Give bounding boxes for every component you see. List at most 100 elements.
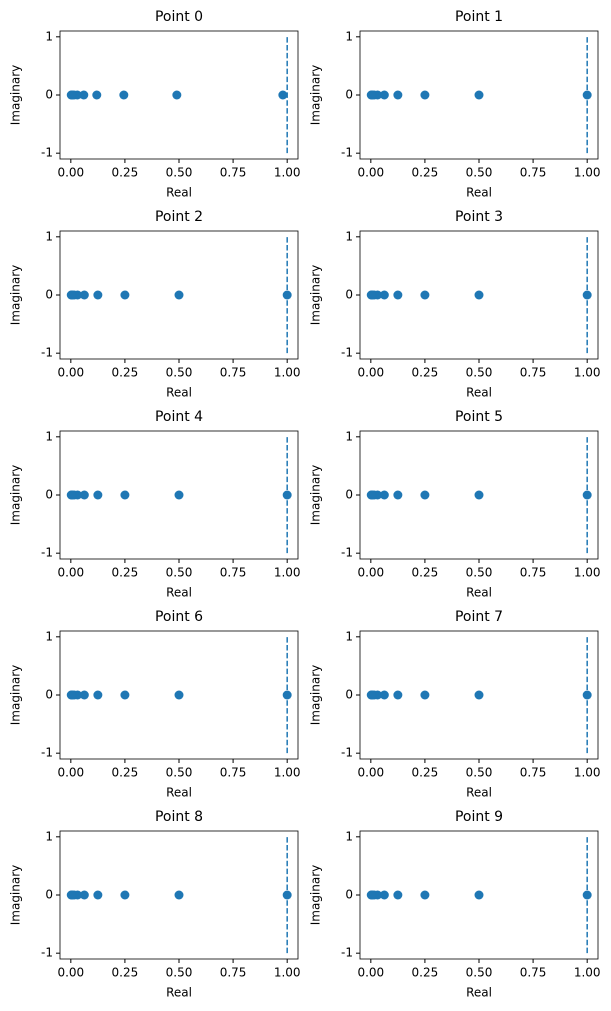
x-tick-label: 0.50 bbox=[166, 766, 193, 780]
scatter-point bbox=[420, 490, 430, 500]
scatter-point bbox=[474, 890, 484, 900]
x-tick-label: 0.50 bbox=[166, 566, 193, 580]
scatter-point bbox=[582, 90, 592, 100]
scatter-point bbox=[393, 890, 403, 900]
x-tick-label: 0.75 bbox=[220, 966, 247, 980]
axes-frame bbox=[359, 30, 599, 160]
x-tick-label: 0.00 bbox=[357, 766, 384, 780]
scatter-point bbox=[282, 690, 292, 700]
scatter-point bbox=[282, 290, 292, 300]
scatter-point bbox=[79, 890, 89, 900]
scatter-point bbox=[66, 490, 76, 500]
scatter-point bbox=[393, 690, 403, 700]
x-tick-label: 0.00 bbox=[357, 966, 384, 980]
subplot-title: Point 6 bbox=[155, 609, 203, 625]
subplot: Point 2 Real Imaginary 0.00 0.25 0.50 0.75 1.00… bbox=[9, 209, 301, 400]
scatter-point bbox=[379, 890, 389, 900]
scatter-point bbox=[379, 490, 389, 500]
y-tick-label: -1 bbox=[41, 546, 53, 560]
axes-frame bbox=[359, 830, 599, 960]
scatter-point bbox=[79, 290, 89, 300]
y-tick-label: 1 bbox=[45, 429, 53, 443]
x-tick-label: 0.50 bbox=[466, 966, 493, 980]
y-tick-label: 1 bbox=[45, 829, 53, 843]
x-tick-label: 0.25 bbox=[112, 566, 139, 580]
scatter-point bbox=[474, 290, 484, 300]
x-tick-label: 0.00 bbox=[57, 566, 84, 580]
axes-frame bbox=[359, 630, 599, 760]
y-tick-label: 0 bbox=[45, 288, 53, 302]
x-tick-label: 0.75 bbox=[220, 166, 247, 180]
scatter-point bbox=[119, 90, 129, 100]
x-axis-label: Real bbox=[466, 386, 492, 400]
scatter-point bbox=[174, 690, 184, 700]
x-tick-label: 0.50 bbox=[466, 366, 493, 380]
scatter-point bbox=[278, 90, 288, 100]
x-tick-label: 1.00 bbox=[274, 166, 301, 180]
x-tick-label: 0.75 bbox=[520, 566, 547, 580]
y-axis-label: Imaginary bbox=[309, 465, 323, 526]
scatter-point bbox=[366, 290, 376, 300]
y-tick-label: 0 bbox=[345, 88, 353, 102]
y-tick-label: -1 bbox=[41, 946, 53, 960]
x-tick-label: 0.75 bbox=[220, 366, 247, 380]
x-tick-label: 0.00 bbox=[57, 766, 84, 780]
x-tick-label: 0.50 bbox=[166, 166, 193, 180]
y-tick-label: 0 bbox=[45, 488, 53, 502]
y-tick-label: -1 bbox=[341, 946, 353, 960]
subplot: Point 5 Real Imaginary 0.00 0.25 0.50 0.75 1.00… bbox=[309, 409, 601, 600]
x-tick-label: 0.25 bbox=[412, 766, 439, 780]
y-tick-label: 0 bbox=[345, 288, 353, 302]
subplot-title: Point 3 bbox=[455, 209, 503, 225]
x-axis-label: Real bbox=[466, 786, 492, 800]
x-tick-label: 0.25 bbox=[412, 166, 439, 180]
x-tick-label: 1.00 bbox=[274, 766, 301, 780]
axes-frame bbox=[59, 30, 299, 160]
scatter-point bbox=[93, 690, 103, 700]
y-tick-label: 0 bbox=[345, 488, 353, 502]
x-tick-label: 0.00 bbox=[57, 166, 84, 180]
x-tick-label: 1.00 bbox=[574, 966, 601, 980]
y-tick-label: -1 bbox=[41, 746, 53, 760]
scatter-point bbox=[93, 290, 103, 300]
scatter-point bbox=[366, 490, 376, 500]
scatter-point bbox=[66, 690, 76, 700]
y-tick-label: 0 bbox=[45, 688, 53, 702]
scatter-point bbox=[474, 690, 484, 700]
scatter-point bbox=[120, 290, 130, 300]
x-tick-label: 0.75 bbox=[520, 966, 547, 980]
x-tick-label: 0.25 bbox=[112, 166, 139, 180]
scatter-point bbox=[79, 490, 89, 500]
x-tick-label: 0.25 bbox=[412, 366, 439, 380]
y-tick-label: -1 bbox=[41, 346, 53, 360]
axes-frame bbox=[359, 230, 599, 360]
scatter-point bbox=[79, 690, 89, 700]
y-axis-label: Imaginary bbox=[9, 465, 23, 526]
x-tick-label: 0.25 bbox=[112, 966, 139, 980]
x-tick-label: 0.75 bbox=[220, 566, 247, 580]
x-tick-label: 0.00 bbox=[357, 366, 384, 380]
y-axis-label: Imaginary bbox=[9, 65, 23, 126]
x-tick-label: 0.00 bbox=[357, 166, 384, 180]
scatter-point bbox=[66, 890, 76, 900]
scatter-point bbox=[79, 90, 89, 100]
subplot-title: Point 1 bbox=[455, 9, 503, 25]
y-tick-label: 1 bbox=[45, 29, 53, 43]
scatter-point bbox=[379, 690, 389, 700]
x-tick-label: 0.25 bbox=[412, 966, 439, 980]
x-tick-label: 0.50 bbox=[466, 566, 493, 580]
scatter-point bbox=[582, 890, 592, 900]
subplot: Point 9 Real Imaginary 0.00 0.25 0.50 0.75 1.00… bbox=[309, 809, 601, 1000]
axes-frame bbox=[59, 230, 299, 360]
scatter-point bbox=[172, 90, 182, 100]
y-tick-label: -1 bbox=[341, 346, 353, 360]
y-tick-label: 0 bbox=[45, 88, 53, 102]
scatter-point bbox=[282, 890, 292, 900]
scatter-point bbox=[393, 290, 403, 300]
x-tick-label: 0.25 bbox=[112, 766, 139, 780]
x-tick-label: 0.50 bbox=[166, 966, 193, 980]
scatter-point bbox=[393, 490, 403, 500]
scatter-point bbox=[420, 90, 430, 100]
scatter-point bbox=[93, 490, 103, 500]
subplot-title: Point 8 bbox=[155, 809, 203, 825]
